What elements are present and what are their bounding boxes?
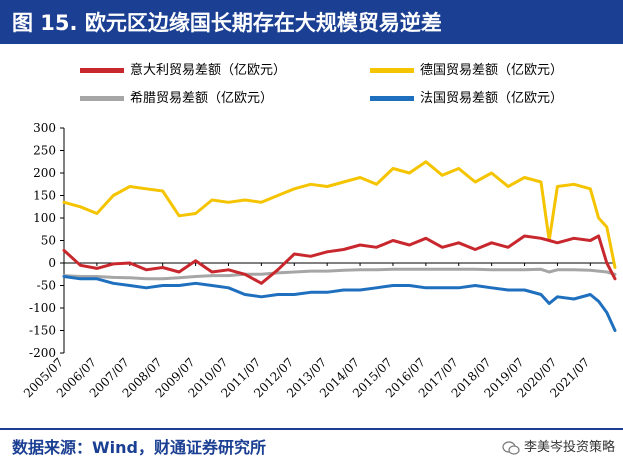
y-tick-label: 50 — [41, 234, 56, 248]
series-line-italy — [62, 234, 617, 285]
legend-label-france: 法国贸易差额（亿欧元） — [420, 91, 564, 106]
legend-greece: 希腊贸易差额（亿欧元） — [80, 87, 273, 106]
footer-rule — [0, 428, 623, 430]
legend-swatch-greece — [80, 96, 124, 101]
y-tick-label: 250 — [33, 144, 56, 158]
legend-france: 法国贸易差额（亿欧元） — [370, 87, 563, 106]
y-tick-label: -50 — [37, 279, 56, 293]
series-line-france — [62, 275, 617, 332]
y-tick-label: 0 — [48, 256, 56, 270]
legend-italy: 意大利贸易差额（亿欧元） — [80, 59, 286, 78]
title-bar: 图 15. 欧元区边缘国长期存在大规模贸易逆差 — [0, 0, 623, 44]
y-axis: 300 250 200 150 100 50 0 -50 -100 -150 -200 — [29, 121, 65, 360]
y-tick-label: -100 — [29, 301, 56, 315]
page-title: 图 15. 欧元区边缘国长期存在大规模贸易逆差 — [12, 11, 442, 35]
legend-label-germany: 德国贸易差额（亿欧元） — [420, 63, 564, 78]
legend-swatch-germany — [370, 68, 414, 73]
legend-swatch-france — [370, 96, 414, 101]
watermark-text: 李美岑投资策略 — [523, 440, 615, 455]
y-tick-label: -150 — [29, 324, 56, 338]
y-tick-label: 200 — [33, 166, 56, 180]
watermark: 李美岑投资策略 — [502, 436, 615, 455]
y-tick-label: 100 — [33, 211, 56, 225]
legend-label-italy: 意大利贸易差额（亿欧元） — [130, 63, 287, 78]
legend-label-greece: 希腊贸易差额（亿欧元） — [130, 91, 274, 106]
series-line-greece — [62, 267, 617, 281]
legend-germany: 德国贸易差额（亿欧元） — [370, 59, 563, 78]
series-line-germany — [62, 160, 617, 269]
wechat-icon — [502, 440, 520, 455]
y-tick-label: 300 — [33, 121, 56, 135]
y-tick-label: 150 — [33, 189, 56, 203]
y-tick-label: -200 — [29, 346, 56, 360]
source-note: 数据来源：Wind，财通证券研究所 — [12, 438, 266, 457]
legend-swatch-italy — [80, 68, 124, 73]
series-lines — [62, 160, 617, 332]
